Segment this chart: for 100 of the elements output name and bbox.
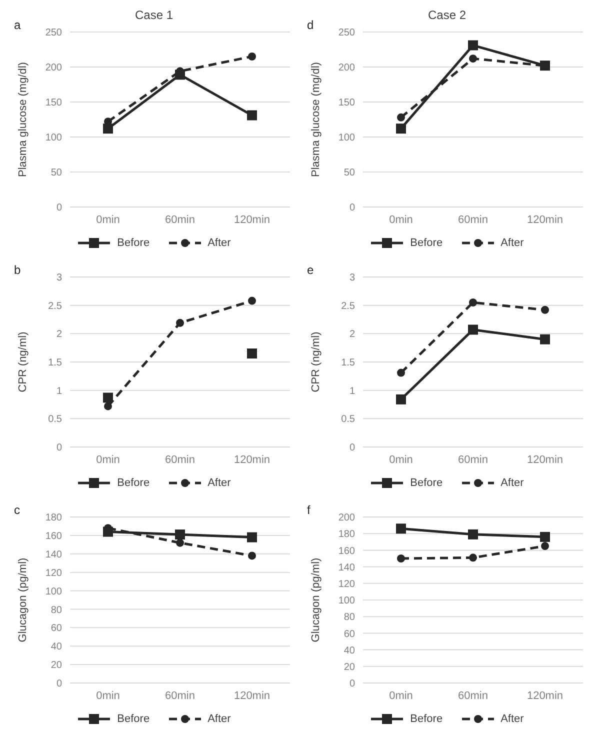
legend-label: After xyxy=(500,477,524,489)
legend-label: After xyxy=(208,477,231,489)
chart-title: Case 1 xyxy=(134,8,174,22)
y-tick-label: 150 xyxy=(45,98,62,109)
x-tick-label: 60min xyxy=(165,214,195,226)
y-tick-label: 20 xyxy=(344,662,356,673)
point xyxy=(247,348,257,358)
x-tick-label: 120min xyxy=(526,454,564,466)
y-tick-label: 2.5 xyxy=(341,300,356,312)
y-tick-label: 1 xyxy=(349,386,356,397)
chart-title: Case 2 xyxy=(428,8,466,22)
legend-label: Before xyxy=(117,237,150,249)
y-tick-label: 0 xyxy=(56,442,62,454)
point xyxy=(469,554,477,562)
y-tick-label: 2 xyxy=(349,329,356,340)
y-tick-label: 3 xyxy=(56,272,62,284)
point xyxy=(103,392,113,403)
legend-label: Before xyxy=(410,237,443,249)
y-tick-label: 0.5 xyxy=(48,414,62,426)
x-tick-label: 0min xyxy=(96,454,120,466)
legend-label: After xyxy=(500,713,524,725)
y-axis-title: CPR (ng/ml) xyxy=(310,332,322,392)
y-axis-title: CPR (ng/ml) xyxy=(16,332,29,392)
y-tick-label: 120 xyxy=(338,578,356,590)
y-tick-label: 160 xyxy=(338,546,356,557)
x-tick-label: 120min xyxy=(526,690,564,702)
y-tick-label: 180 xyxy=(45,512,62,524)
x-tick-label: 120min xyxy=(234,690,270,702)
legend-label: After xyxy=(500,237,524,249)
y-tick-label: 40 xyxy=(344,645,356,656)
point xyxy=(541,542,549,550)
y-tick-label: 0 xyxy=(349,678,356,690)
point xyxy=(248,552,256,560)
y-tick-label: 60 xyxy=(344,628,356,640)
x-tick-label: 0min xyxy=(96,690,120,702)
legend-label: Before xyxy=(410,477,443,489)
y-tick-label: 20 xyxy=(50,660,62,672)
point xyxy=(248,52,256,60)
x-tick-label: 120min xyxy=(526,214,564,226)
y-tick-label: 140 xyxy=(45,549,62,560)
y-tick-label: 2.5 xyxy=(48,300,62,312)
legend-label: Before xyxy=(410,713,443,725)
y-axis-title: Glucagon (pg/ml) xyxy=(310,558,322,642)
x-tick-label: 60min xyxy=(458,214,488,226)
y-tick-label: 1 xyxy=(56,386,62,397)
point xyxy=(176,538,184,547)
y-tick-label: 0 xyxy=(56,202,62,214)
x-tick-label: 0min xyxy=(96,214,120,226)
y-tick-label: 200 xyxy=(45,62,62,74)
x-tick-label: 0min xyxy=(389,454,413,466)
y-axis-title: Plasma glucose (mg/dl) xyxy=(16,62,29,177)
legend-label: After xyxy=(208,713,231,725)
point xyxy=(468,324,478,335)
point xyxy=(468,529,478,540)
x-tick-label: 60min xyxy=(458,690,488,702)
x-tick-label: 60min xyxy=(165,690,195,702)
y-tick-label: 100 xyxy=(338,596,356,607)
y-tick-label: 3 xyxy=(349,272,356,284)
point xyxy=(396,394,406,404)
point xyxy=(396,124,406,134)
point xyxy=(540,334,550,344)
y-tick-label: 250 xyxy=(338,28,356,39)
point xyxy=(540,532,550,542)
y-axis-title: Glucagon (pg/ml) xyxy=(16,558,29,642)
point xyxy=(469,54,477,63)
y-tick-label: 180 xyxy=(338,529,356,540)
legend-label: Before xyxy=(117,713,150,725)
y-tick-label: 80 xyxy=(344,612,356,624)
y-tick-label: 160 xyxy=(45,530,62,542)
point xyxy=(397,113,405,122)
y-tick-label: 80 xyxy=(50,604,62,616)
y-tick-label: 140 xyxy=(338,562,356,574)
y-tick-label: 250 xyxy=(45,28,62,39)
y-tick-label: 50 xyxy=(50,168,62,179)
point xyxy=(397,554,405,562)
text: a xyxy=(14,18,21,32)
y-tick-label: 200 xyxy=(338,512,356,524)
point xyxy=(468,40,478,50)
y-tick-label: 1.5 xyxy=(48,358,62,369)
legend-label: Before xyxy=(117,477,150,489)
point xyxy=(248,296,256,305)
point xyxy=(175,530,185,540)
point xyxy=(247,110,257,120)
y-tick-label: 100 xyxy=(45,132,62,144)
y-axis-title: Plasma glucose (mg/dl) xyxy=(310,62,322,177)
y-tick-label: 0.5 xyxy=(341,414,356,426)
text: e xyxy=(307,263,314,277)
point xyxy=(541,306,549,314)
x-tick-label: 120min xyxy=(234,214,270,226)
y-tick-label: 0 xyxy=(56,678,62,690)
y-tick-label: 2 xyxy=(56,329,62,340)
y-tick-label: 120 xyxy=(45,568,62,579)
legend-label: After xyxy=(208,237,231,249)
point xyxy=(396,524,406,534)
point xyxy=(176,318,184,327)
y-tick-label: 100 xyxy=(338,132,356,144)
text: d xyxy=(307,18,314,32)
text: b xyxy=(14,263,21,277)
x-tick-label: 60min xyxy=(165,454,195,466)
y-tick-label: 150 xyxy=(338,98,356,109)
